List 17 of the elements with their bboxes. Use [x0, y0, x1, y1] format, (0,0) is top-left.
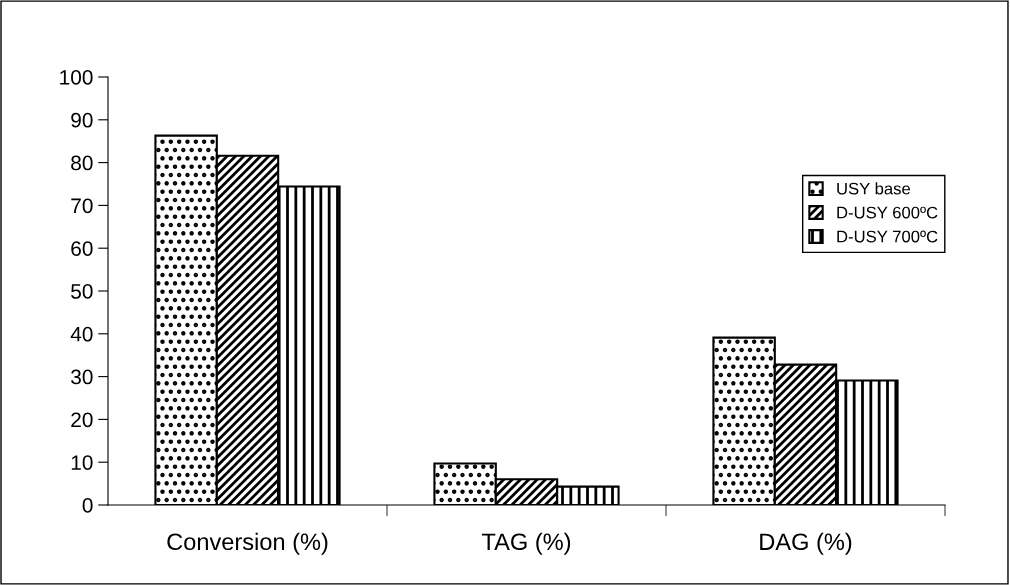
y-tick-label: 10	[71, 455, 93, 470]
x-tick-label: Conversion (%)	[167, 532, 328, 555]
legend-label: D-USY 700ºC	[837, 230, 938, 243]
y-tick-label: 0	[82, 498, 93, 513]
x-tick-label: DAG (%)	[760, 532, 852, 555]
legend-label: D-USY 600ºC	[837, 206, 938, 219]
y-tick-label: 60	[71, 241, 93, 256]
y-tick-label: 80	[71, 155, 93, 171]
y-tick-label: 70	[71, 198, 93, 214]
y-tick-label: 100	[60, 70, 93, 85]
y-tick-label: 90	[71, 112, 93, 128]
y-tick-label: 20	[71, 412, 93, 428]
y-tick-label: 50	[71, 284, 93, 299]
y-tick-label: 40	[70, 326, 93, 342]
legend-label: USY base	[837, 182, 911, 195]
y-tick-label: 30	[71, 369, 93, 385]
x-tick-label: TAG (%)	[481, 532, 571, 555]
